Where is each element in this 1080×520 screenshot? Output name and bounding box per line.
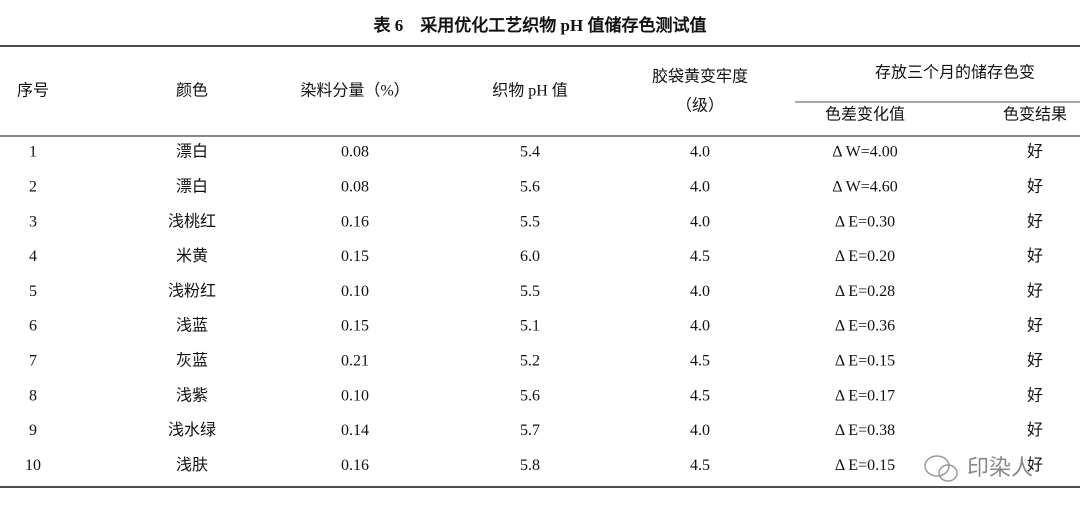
table-cell: 4 — [29, 248, 37, 265]
table-cell: 4.5 — [690, 352, 710, 369]
table-cell: Δ W=4.00 — [832, 144, 898, 161]
table-cell: 好 — [1027, 456, 1043, 474]
watermark: 印染人 — [967, 456, 1033, 481]
table-cell: 0.16 — [341, 213, 369, 230]
table-cell: 0.08 — [341, 178, 369, 195]
table-cell: 漂白 — [176, 143, 208, 161]
table-cell: Δ E=0.15 — [835, 352, 895, 369]
table-cell: 4.0 — [690, 144, 710, 161]
table-cell: 5.6 — [520, 178, 540, 195]
table-cell: 4.0 — [690, 318, 710, 335]
table-cell: Δ E=0.38 — [835, 422, 895, 439]
table-cell: Δ E=0.17 — [835, 387, 895, 404]
table-cell: 好 — [1027, 143, 1043, 161]
table-cell: 米黄 — [176, 247, 208, 265]
table-cell: 0.14 — [341, 422, 369, 439]
table-cell: 好 — [1027, 212, 1043, 230]
table-cell: 6 — [29, 318, 37, 335]
table-cell: Δ E=0.15 — [835, 457, 895, 474]
table-cell: 3 — [29, 213, 37, 230]
table-cell: 浅粉红 — [168, 282, 216, 300]
table-cell: Δ E=0.28 — [835, 283, 895, 300]
table-cell: 0.15 — [341, 318, 369, 335]
table-cell: 5.2 — [520, 352, 540, 369]
table-cell: 5.5 — [520, 213, 540, 230]
table-cell: 好 — [1027, 317, 1043, 335]
table-cell: 0.15 — [341, 248, 369, 265]
table-cell: 5.6 — [520, 387, 540, 404]
table-cell: 浅紫 — [176, 386, 208, 404]
header-cell: 胶袋黄变牢度 — [652, 68, 748, 86]
table-cell: 0.10 — [341, 387, 369, 404]
table-cell: 4.5 — [690, 248, 710, 265]
table-cell: 4.5 — [690, 457, 710, 474]
table-title: 表 6 采用优化工艺织物 pH 值储存色测试值 — [374, 15, 707, 35]
table-cell: 0.08 — [341, 144, 369, 161]
table-cell: Δ E=0.20 — [835, 248, 895, 265]
table-cell: 灰蓝 — [176, 351, 208, 369]
header-cell: 序号 — [17, 82, 49, 100]
table-cell: 4.0 — [690, 213, 710, 230]
table-cell: 5.4 — [520, 144, 540, 161]
table-cell: 0.16 — [341, 457, 369, 474]
table-cell: 2 — [29, 178, 37, 195]
table-cell: 6.0 — [520, 248, 540, 265]
table-cell: 5 — [29, 283, 37, 300]
table-cell: 好 — [1027, 351, 1043, 369]
table-cell: 4.0 — [690, 178, 710, 195]
table-cell: 浅水绿 — [168, 421, 216, 439]
table-cell: 8 — [29, 387, 37, 404]
header-group: 存放三个月的储存色变 — [875, 64, 1035, 82]
table-cell: 4.0 — [690, 283, 710, 300]
table-cell: 5.8 — [520, 457, 540, 474]
table-cell: 10 — [25, 457, 41, 474]
table-cell: 浅桃红 — [168, 212, 216, 230]
table-cell: 4.5 — [690, 387, 710, 404]
table-cell: 5.1 — [520, 318, 540, 335]
table-cell: 好 — [1027, 177, 1043, 195]
table-cell: 5.5 — [520, 283, 540, 300]
table-cell: 0.10 — [341, 283, 369, 300]
table-cell: 1 — [29, 144, 37, 161]
header-cell: 织物 pH 值 — [492, 82, 568, 100]
table-cell: 浅蓝 — [176, 317, 208, 335]
table-cell: 好 — [1027, 421, 1043, 439]
table-cell: 4.0 — [690, 422, 710, 439]
table-cell: 漂白 — [176, 177, 208, 195]
table-cell: Δ E=0.30 — [835, 213, 895, 230]
table-cell: 好 — [1027, 247, 1043, 265]
table-cell: 9 — [29, 422, 37, 439]
table-cell: 5.7 — [520, 422, 540, 439]
header-cell: 染料分量（%） — [300, 82, 409, 100]
header-cell: 颜色 — [176, 82, 208, 100]
watermark-icon — [924, 455, 958, 482]
table-cell: 0.21 — [341, 352, 369, 369]
table-cell: Δ E=0.36 — [835, 318, 895, 335]
header-cell: （级） — [676, 97, 724, 115]
header-cell: 色差变化值 — [825, 106, 905, 124]
table-cell: 浅肤 — [176, 456, 208, 474]
header-cell: 色变结果 — [1003, 106, 1067, 124]
table-cell: Δ W=4.60 — [832, 178, 898, 195]
table-cell: 7 — [29, 352, 37, 369]
table-cell: 好 — [1027, 282, 1043, 300]
table-cell: 好 — [1027, 386, 1043, 404]
